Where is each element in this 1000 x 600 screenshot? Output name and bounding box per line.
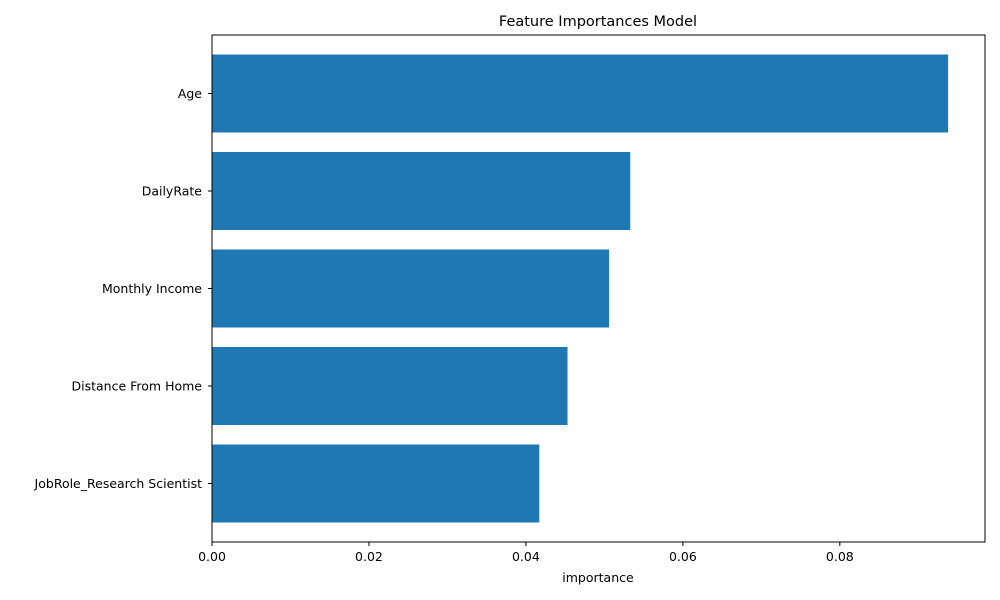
y-tick-label: Distance From Home (72, 379, 203, 394)
y-tick-label: Age (178, 86, 202, 101)
bars-group (212, 54, 949, 523)
y-tick-label: JobRole_Research Scientist (34, 476, 203, 491)
plot-frame (211, 34, 986, 543)
bar-age (212, 54, 949, 133)
y-axis-ticks: Age DailyRate Monthly Income Distance From … (34, 86, 212, 491)
x-axis-label: importance (562, 570, 634, 585)
y-tick-label: DailyRate (142, 184, 203, 199)
chart-title: Feature Importances Model (499, 14, 697, 30)
x-tick-label: 0.00 (198, 549, 226, 564)
x-axis-ticks: 0.00 0.02 0.04 0.06 0.08 (198, 542, 854, 564)
bar-jobrole-research-scientist (212, 444, 540, 523)
bar-distance-from-home (212, 347, 568, 425)
x-tick-label: 0.08 (826, 549, 854, 564)
bar-dailyrate (212, 152, 631, 230)
x-tick-label: 0.06 (669, 549, 697, 564)
y-tick-label: Monthly Income (102, 281, 202, 296)
bar-monthly-income (212, 249, 610, 328)
x-tick-label: 0.04 (512, 549, 540, 564)
x-tick-label: 0.02 (355, 549, 383, 564)
